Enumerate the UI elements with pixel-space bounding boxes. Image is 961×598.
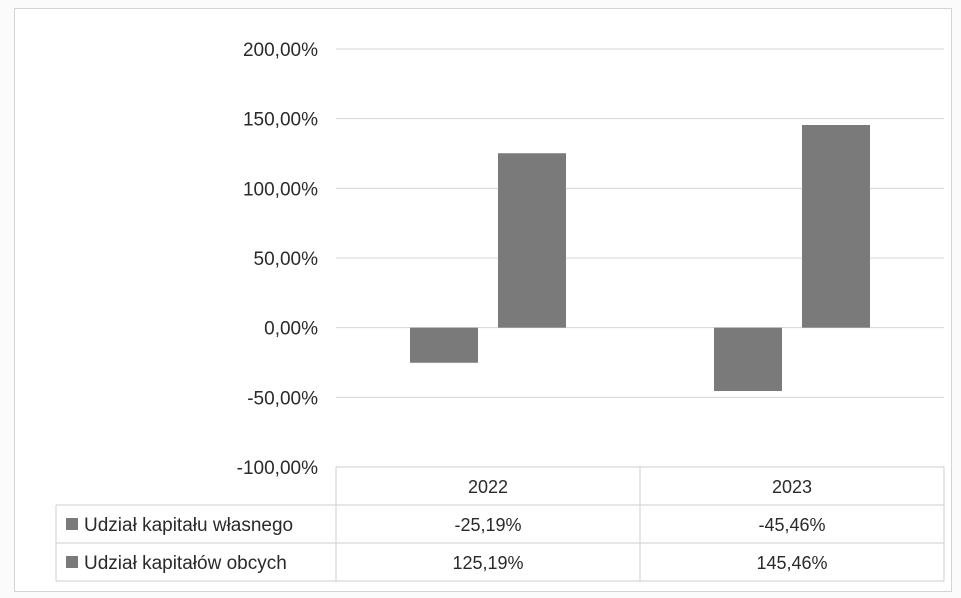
y-tick-label: -100,00% (237, 458, 318, 479)
y-tick-label: 0,00% (264, 319, 318, 340)
bar-2-2023 (802, 124, 870, 328)
bar-1-2023 (714, 327, 782, 392)
chart-frame (14, 8, 952, 592)
y-tick-label: -50,00% (247, 388, 318, 409)
legend-swatch (66, 518, 78, 530)
y-tick-label: 100,00% (243, 179, 318, 200)
bar-2-2022 (498, 153, 566, 328)
y-tick-label: 150,00% (243, 110, 318, 131)
legend-swatch (66, 556, 78, 568)
data-label: -45,46% (758, 515, 825, 535)
x-category-label: 2022 (468, 477, 508, 497)
legend-series-name: Udział kapitałów obcych (84, 553, 287, 574)
x-category-label: 2023 (772, 477, 812, 497)
y-tick-label: 200,00% (243, 40, 318, 61)
data-label: 145,46% (756, 553, 827, 573)
y-tick-label: 50,00% (254, 249, 319, 270)
legend-series-name: Udział kapitału własnego (84, 515, 293, 536)
bar-1-2022 (410, 327, 478, 363)
data-label: -25,19% (454, 515, 521, 535)
data-label: 125,19% (452, 553, 523, 573)
